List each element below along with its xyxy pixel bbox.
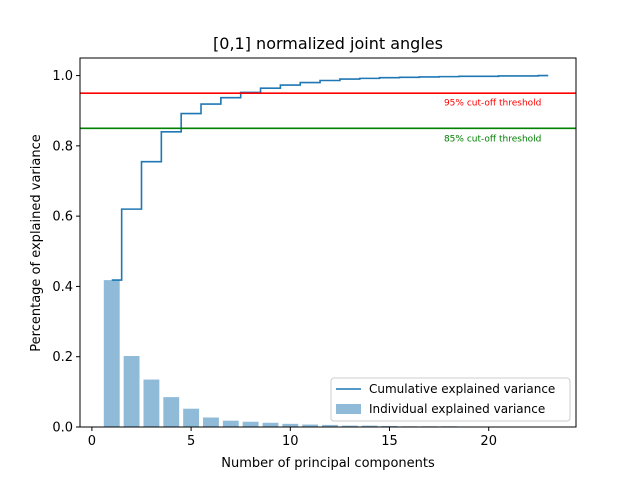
y-axis-label: Percentage of explained variance [29, 134, 44, 351]
axes-frame [79, 57, 577, 428]
bar-individual-variance [143, 379, 160, 427]
threshold-label-95: 95% cut-off threshold [444, 98, 541, 108]
legend-swatch-individual [336, 404, 361, 414]
legend-label: Individual explained variance [369, 402, 545, 416]
legend-box [330, 377, 571, 422]
legend-label: Cumulative explained variance [369, 382, 555, 396]
chart-title: [0,1] normalized joint angles [213, 34, 443, 53]
bar-individual-variance [341, 425, 358, 427]
x-tick-label: 5 [187, 434, 195, 449]
bar-individual-variance [103, 280, 120, 427]
bar-individual-variance [381, 425, 398, 427]
x-axis-label: Number of principal components [221, 456, 435, 471]
legend: Cumulative explained variance Individual … [330, 377, 571, 422]
threshold-label-85: 85% cut-off threshold [444, 134, 541, 144]
y-tick-label: 0.8 [52, 139, 73, 154]
x-tick-label: 10 [282, 434, 299, 449]
bar-individual-variance [282, 423, 299, 427]
x-tick-label: 0 [88, 434, 96, 449]
x-tick-label: 15 [381, 434, 398, 449]
bar-individual-variance [163, 397, 180, 427]
x-tick-label: 20 [480, 434, 497, 449]
bar-individual-variance [322, 424, 338, 427]
y-tick-label: 0.0 [52, 421, 73, 436]
bar-individual-variance [262, 422, 279, 427]
y-tick-label: 1.0 [52, 69, 73, 84]
plot-area: 95% cut-off threshold 85% cut-off thresho… [52, 57, 577, 449]
y-tick-label: 0.2 [52, 350, 73, 365]
bar-individual-variance [222, 420, 239, 427]
bar-individual-variance [183, 408, 200, 427]
y-tick-label: 0.6 [52, 210, 73, 225]
bar-individual-variance [242, 421, 259, 427]
bar-individual-variance [203, 417, 219, 427]
bar-individual-variance [123, 356, 140, 427]
y-tick-label: 0.4 [52, 280, 73, 295]
bar-individual-variance [302, 424, 319, 427]
bar-individual-variance [361, 425, 378, 427]
